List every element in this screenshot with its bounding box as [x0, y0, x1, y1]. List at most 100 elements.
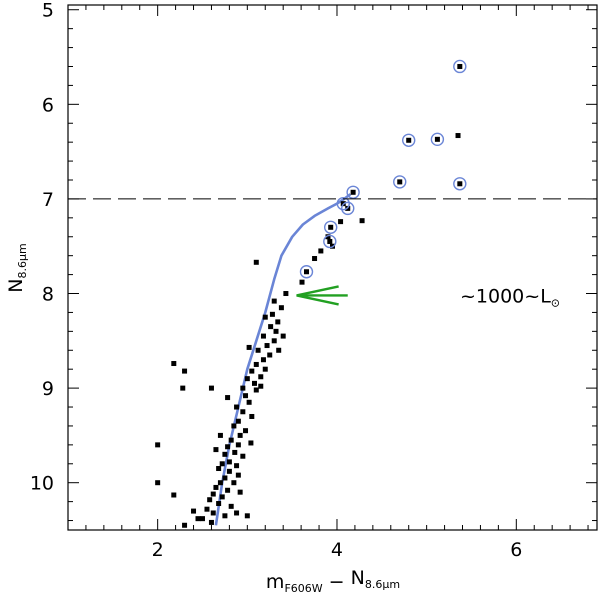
data-point: [216, 466, 222, 472]
data-point: [171, 361, 177, 367]
data-point: [325, 234, 331, 240]
data-point: [246, 399, 252, 405]
data-point: [262, 314, 268, 320]
data-point: [260, 333, 266, 339]
data-point: [171, 492, 177, 498]
data-point: [232, 449, 238, 455]
data-point: [303, 269, 309, 275]
data-point: [271, 338, 277, 344]
data-point: [338, 219, 344, 225]
highlight-circle: [336, 196, 350, 211]
data-point: [267, 352, 273, 358]
data-point: [249, 368, 255, 374]
data-point: [222, 451, 228, 457]
highlight-circle: [299, 265, 314, 279]
data-point: [217, 480, 223, 486]
data-point: [240, 385, 246, 391]
y-tick-label: 6: [42, 94, 54, 116]
data-point: [318, 248, 324, 254]
data-point: [226, 459, 232, 465]
data-point: [219, 494, 225, 500]
data-point: [213, 447, 219, 453]
data-point: [219, 461, 225, 467]
data-point: [397, 179, 403, 185]
data-point: [244, 513, 250, 519]
y-tick-label: 7: [42, 189, 54, 211]
highlight-circle: [324, 220, 338, 234]
data-point: [268, 324, 274, 330]
data-point: [243, 393, 249, 399]
data-point: [237, 432, 243, 438]
data-points: [155, 63, 463, 528]
data-point: [434, 136, 440, 142]
data-point: [246, 344, 252, 350]
y-tick-label: 10: [30, 473, 54, 495]
highlight-circle: [402, 133, 416, 147]
data-point: [251, 380, 257, 386]
data-point: [180, 385, 186, 391]
data-point: [199, 516, 205, 522]
data-point: [244, 376, 250, 382]
data-point: [237, 489, 243, 495]
data-point: [222, 513, 228, 519]
data-point: [182, 522, 188, 528]
data-point: [235, 472, 241, 478]
data-point: [359, 218, 365, 224]
highlight-circle: [453, 177, 467, 191]
highlight-circle: [453, 59, 467, 74]
circled-points: [299, 59, 467, 279]
plot-frame: [67, 4, 598, 531]
data-point: [182, 368, 188, 374]
axes-frame: [67, 4, 598, 531]
data-point: [231, 480, 237, 486]
data-point: [249, 413, 255, 419]
data-point: [195, 516, 201, 522]
y-tick-label: 9: [42, 378, 54, 400]
y-tick-label: 5: [42, 0, 54, 22]
y-tick-label: 8: [42, 284, 54, 306]
x-axis-label: mF606W − N8.6μm: [266, 567, 400, 595]
data-point: [276, 347, 282, 353]
data-point: [228, 503, 234, 509]
data-point: [271, 298, 277, 304]
data-point: [248, 440, 254, 446]
data-point: [204, 506, 210, 512]
data-point: [155, 480, 161, 486]
data-point: [208, 519, 214, 525]
data-point: [234, 404, 240, 410]
data-point: [234, 463, 240, 469]
data-point: [455, 133, 461, 139]
data-point: [210, 491, 216, 497]
data-point: [234, 510, 240, 516]
data-point: [235, 442, 241, 448]
data-point: [312, 256, 318, 262]
data-point: [260, 357, 266, 363]
annotation-group: ~1000~L⊙: [68, 198, 597, 309]
data-point: [269, 311, 275, 317]
axis-labels: 2 4 6 5 6 7 8 9 10 mF606W − N8.6μm N8.6μm: [5, 0, 522, 595]
x-tick-label: 4: [331, 539, 343, 561]
data-point: [255, 347, 261, 353]
data-point: [350, 189, 356, 195]
data-point: [253, 361, 259, 367]
annotation-label: ~1000~L⊙: [460, 285, 560, 309]
data-point: [253, 387, 259, 393]
data-point: [283, 291, 289, 297]
y-axis-label: N8.6μm: [5, 243, 29, 292]
data-point: [222, 475, 228, 481]
data-point: [328, 224, 334, 230]
data-point: [275, 319, 281, 325]
data-point: [231, 423, 237, 429]
data-point: [278, 305, 284, 311]
data-point: [243, 428, 249, 434]
data-point: [280, 333, 286, 339]
data-point: [258, 383, 264, 389]
data-point: [327, 238, 333, 244]
data-point: [262, 366, 268, 372]
highlight-circle: [430, 132, 445, 147]
data-point: [216, 501, 222, 507]
data-point: [217, 432, 223, 438]
data-point: [225, 395, 231, 401]
arrow-head: [296, 285, 339, 306]
